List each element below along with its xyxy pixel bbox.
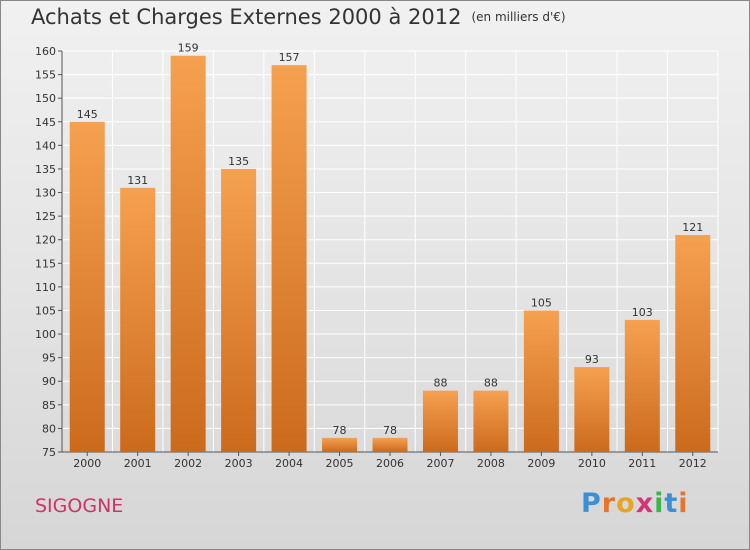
y-tick-label: 135 xyxy=(35,163,56,176)
data-label-2009: 105 xyxy=(531,296,552,309)
x-tick-label-2002: 2002 xyxy=(174,457,202,470)
data-label-2010: 93 xyxy=(585,353,599,366)
x-tick-label-2011: 2011 xyxy=(628,457,656,470)
y-tick-label: 145 xyxy=(35,116,56,129)
bar-2001 xyxy=(120,187,156,452)
bar-2011 xyxy=(624,319,660,452)
x-tick-label-2007: 2007 xyxy=(426,457,454,470)
x-tick-label-2009: 2009 xyxy=(527,457,555,470)
grid-lines xyxy=(61,50,719,453)
data-label-2008: 88 xyxy=(484,377,498,390)
y-tick-label: 150 xyxy=(35,92,56,105)
bar-2008 xyxy=(473,390,509,452)
x-tick-label-2006: 2006 xyxy=(376,457,404,470)
labels: 75 80 85 90 95 100 105 110 115 120 125 130 135 140 145… xyxy=(35,42,707,470)
axes xyxy=(58,50,718,456)
bar-2007 xyxy=(422,390,458,452)
x-tick-label-2004: 2004 xyxy=(275,457,303,470)
x-tick-label-2000: 2000 xyxy=(73,457,101,470)
y-tick-label: 115 xyxy=(35,257,56,270)
logo-letter: o xyxy=(616,488,636,519)
logo-letter: r xyxy=(601,488,617,519)
logo-letter: P xyxy=(581,488,602,519)
data-label-2004: 157 xyxy=(279,51,300,64)
x-tick-label-2008: 2008 xyxy=(477,457,505,470)
logo-letter: i xyxy=(654,488,665,519)
data-label-2012: 121 xyxy=(682,221,703,234)
chart-title: Achats et Charges Externes 2000 à 2012 (e… xyxy=(31,5,566,29)
bar-2005 xyxy=(322,437,358,452)
bar-2002 xyxy=(170,55,206,452)
data-label-2001: 131 xyxy=(127,174,148,187)
data-label-2003: 135 xyxy=(228,155,249,168)
y-tick-label: 75 xyxy=(42,446,56,459)
y-tick-label: 155 xyxy=(35,69,56,82)
logo-letter: x xyxy=(635,488,655,519)
chart-title-text: Achats et Charges Externes 2000 à 2012 xyxy=(31,5,462,29)
y-tick-label: 160 xyxy=(35,45,56,58)
bar-2012 xyxy=(675,234,711,452)
y-tick-label: 140 xyxy=(35,139,56,152)
y-tick-label: 100 xyxy=(35,328,56,341)
y-tick-label: 90 xyxy=(42,375,56,388)
data-label-2005: 78 xyxy=(333,424,347,437)
x-tick-label-2003: 2003 xyxy=(225,457,253,470)
y-tick-label: 120 xyxy=(35,234,56,247)
y-tick-label: 95 xyxy=(42,352,56,365)
logo-letter: t xyxy=(664,488,679,519)
x-tick-label-2010: 2010 xyxy=(578,457,606,470)
bars xyxy=(69,55,711,453)
bar-2003 xyxy=(221,168,257,453)
data-label-2002: 159 xyxy=(178,42,199,55)
y-tick-label: 110 xyxy=(35,281,56,294)
data-label-2011: 103 xyxy=(632,306,653,319)
x-tick-label-2012: 2012 xyxy=(679,457,707,470)
chart-subtitle: (en milliers d'€) xyxy=(471,10,566,24)
logo-letter: i xyxy=(678,488,689,519)
y-tick-label: 130 xyxy=(35,187,56,200)
x-tick-label-2001: 2001 xyxy=(124,457,152,470)
data-label-2006: 78 xyxy=(383,424,397,437)
location-name: SIGOGNE xyxy=(35,495,124,517)
bar-2004 xyxy=(271,65,307,452)
data-label-2000: 145 xyxy=(77,108,98,121)
bar-2000 xyxy=(69,121,105,452)
bar-2009 xyxy=(523,310,559,452)
proxiti-logo[interactable]: Proxiti xyxy=(581,488,689,519)
y-tick-label: 85 xyxy=(42,399,56,412)
y-tick-label: 105 xyxy=(35,304,56,317)
y-tick-label: 80 xyxy=(42,422,56,435)
bar-2006 xyxy=(372,437,408,452)
data-label-2007: 88 xyxy=(433,377,447,390)
bar-2010 xyxy=(574,367,610,452)
x-tick-label-2005: 2005 xyxy=(326,457,354,470)
y-tick-label: 125 xyxy=(35,210,56,223)
